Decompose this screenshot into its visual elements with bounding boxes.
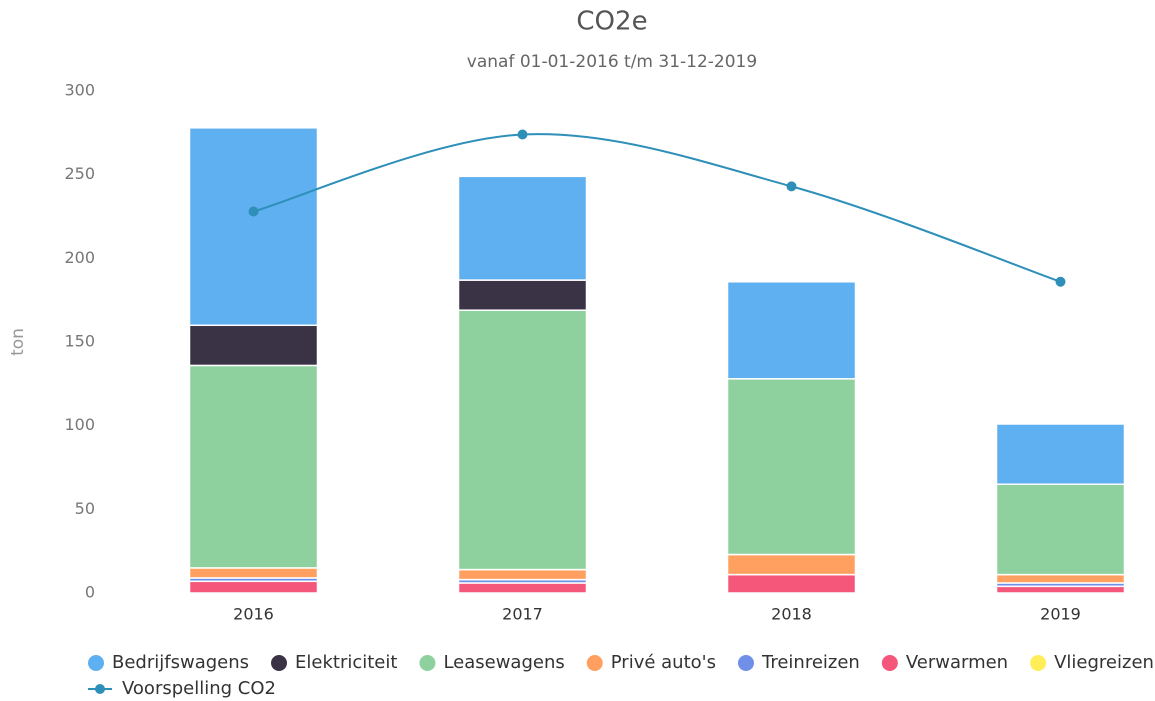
bar-segment	[995, 423, 1126, 485]
line-point	[1055, 276, 1066, 287]
line-point	[517, 129, 528, 140]
bar-segment	[188, 580, 319, 594]
legend-icon	[419, 655, 436, 671]
bar-segment	[188, 324, 319, 367]
legend-label: Treinreizen	[761, 652, 860, 673]
y-tick-label: 50	[75, 499, 95, 518]
legend-label: Leasewagens	[443, 652, 564, 673]
y-axis-title: ton	[8, 328, 28, 356]
y-tick-label: 0	[85, 583, 95, 602]
bar-segment	[457, 279, 588, 311]
bar-segment	[726, 378, 857, 556]
line-point	[248, 206, 259, 217]
legend-label: Elektriciteit	[295, 652, 397, 673]
y-tick-label: 300	[64, 81, 95, 100]
bar-segment	[457, 309, 588, 571]
x-tick-label: 2016	[233, 605, 274, 624]
y-tick-label: 100	[64, 415, 95, 434]
legend-label: Voorspelling CO2	[122, 678, 276, 699]
legend-icon	[881, 655, 898, 671]
legend-icon	[271, 655, 288, 671]
line	[253, 133, 1061, 283]
y-tick-label: 200	[64, 248, 95, 267]
bar-segment	[995, 483, 1126, 576]
bar-segment	[995, 573, 1126, 584]
bar-segment	[188, 127, 319, 327]
legend-label: Bedrijfswagens	[112, 652, 249, 673]
legend-icon	[95, 684, 105, 694]
y-tick-label: 250	[64, 164, 95, 183]
x-tick-label: 2019	[1040, 605, 1081, 624]
legend-label: Verwarmen	[906, 652, 1008, 673]
legend-icon	[88, 655, 104, 671]
bar-segment	[726, 281, 857, 380]
bar-segment	[995, 585, 1126, 594]
legend-label: Vliegreizen	[1054, 652, 1154, 673]
legend-label: Privé auto's	[611, 652, 716, 673]
bar-segment	[457, 568, 588, 581]
y-tick-label: 150	[64, 332, 95, 351]
legend-icon	[586, 655, 603, 671]
chart-title: CO2e	[576, 7, 647, 37]
x-tick-label: 2017	[502, 605, 543, 624]
bar-segment	[457, 175, 588, 281]
bar-segment	[188, 567, 319, 579]
bar-segment	[726, 573, 857, 594]
bar-segment	[726, 553, 857, 576]
legend-icon	[737, 655, 754, 671]
bar-segment	[457, 582, 588, 594]
line-point	[786, 181, 797, 192]
bar-segment	[188, 364, 319, 569]
chart-subtitle: vanaf 01-01-2016 t/m 31-12-2019	[467, 52, 757, 72]
legend-icon	[1030, 655, 1047, 671]
x-tick-label: 2018	[771, 605, 812, 624]
